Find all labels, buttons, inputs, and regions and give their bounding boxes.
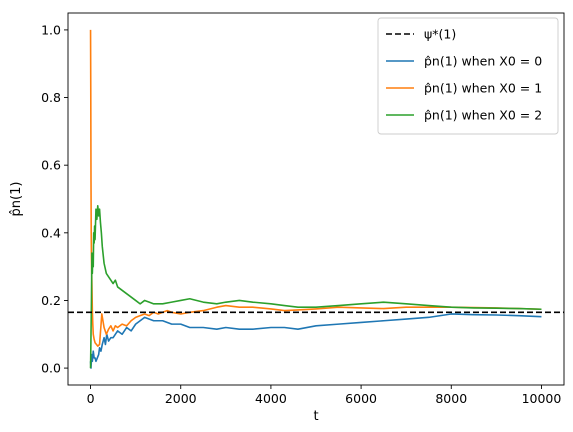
x-axis: 0 2000 4000 6000 8000 10000 xyxy=(87,385,562,406)
y-axis-label: p̂n(1) xyxy=(9,182,24,217)
x-tick-label: 4000 xyxy=(255,391,287,406)
x-tick-label: 0 xyxy=(87,391,95,406)
y-tick-label: 0.6 xyxy=(41,158,61,173)
plot-frame xyxy=(67,12,565,386)
y-tick-label: 1.0 xyxy=(41,22,61,37)
legend-items: ψ*(1) p̂n(1) when X0 = 0 p̂n(1) when X0 = … xyxy=(386,27,542,123)
x-axis-label: t xyxy=(313,409,318,424)
y-tick-label: 0.2 xyxy=(41,293,61,308)
legend-label-series-2: p̂n(1) when X0 = 2 xyxy=(424,108,542,123)
series-layer xyxy=(89,29,542,369)
series-line-2 xyxy=(89,204,542,369)
x-tick-label: 10000 xyxy=(522,391,562,406)
y-tick-label: 0.0 xyxy=(41,361,61,376)
legend-label-series-0: p̂n(1) when X0 = 0 xyxy=(424,54,542,69)
y-axis: 0.0 0.2 0.4 0.6 0.8 1.0 xyxy=(41,22,68,376)
legend-label-reference: ψ*(1) xyxy=(424,27,456,42)
y-tick-label: 0.8 xyxy=(41,90,61,105)
series-line-1 xyxy=(89,29,542,347)
x-tick-label: 2000 xyxy=(165,391,197,406)
legend-frame xyxy=(377,17,559,135)
legend: ψ*(1) p̂n(1) when X0 = 0 p̂n(1) when X0 = … xyxy=(377,17,559,135)
y-tick-label: 0.4 xyxy=(41,225,61,240)
x-tick-label: 6000 xyxy=(345,391,377,406)
series-line-0 xyxy=(89,313,542,369)
x-tick-label: 8000 xyxy=(435,391,467,406)
legend-label-series-1: p̂n(1) when X0 = 1 xyxy=(424,81,542,96)
y-axis-label-group: p̂n(1) xyxy=(9,182,24,217)
